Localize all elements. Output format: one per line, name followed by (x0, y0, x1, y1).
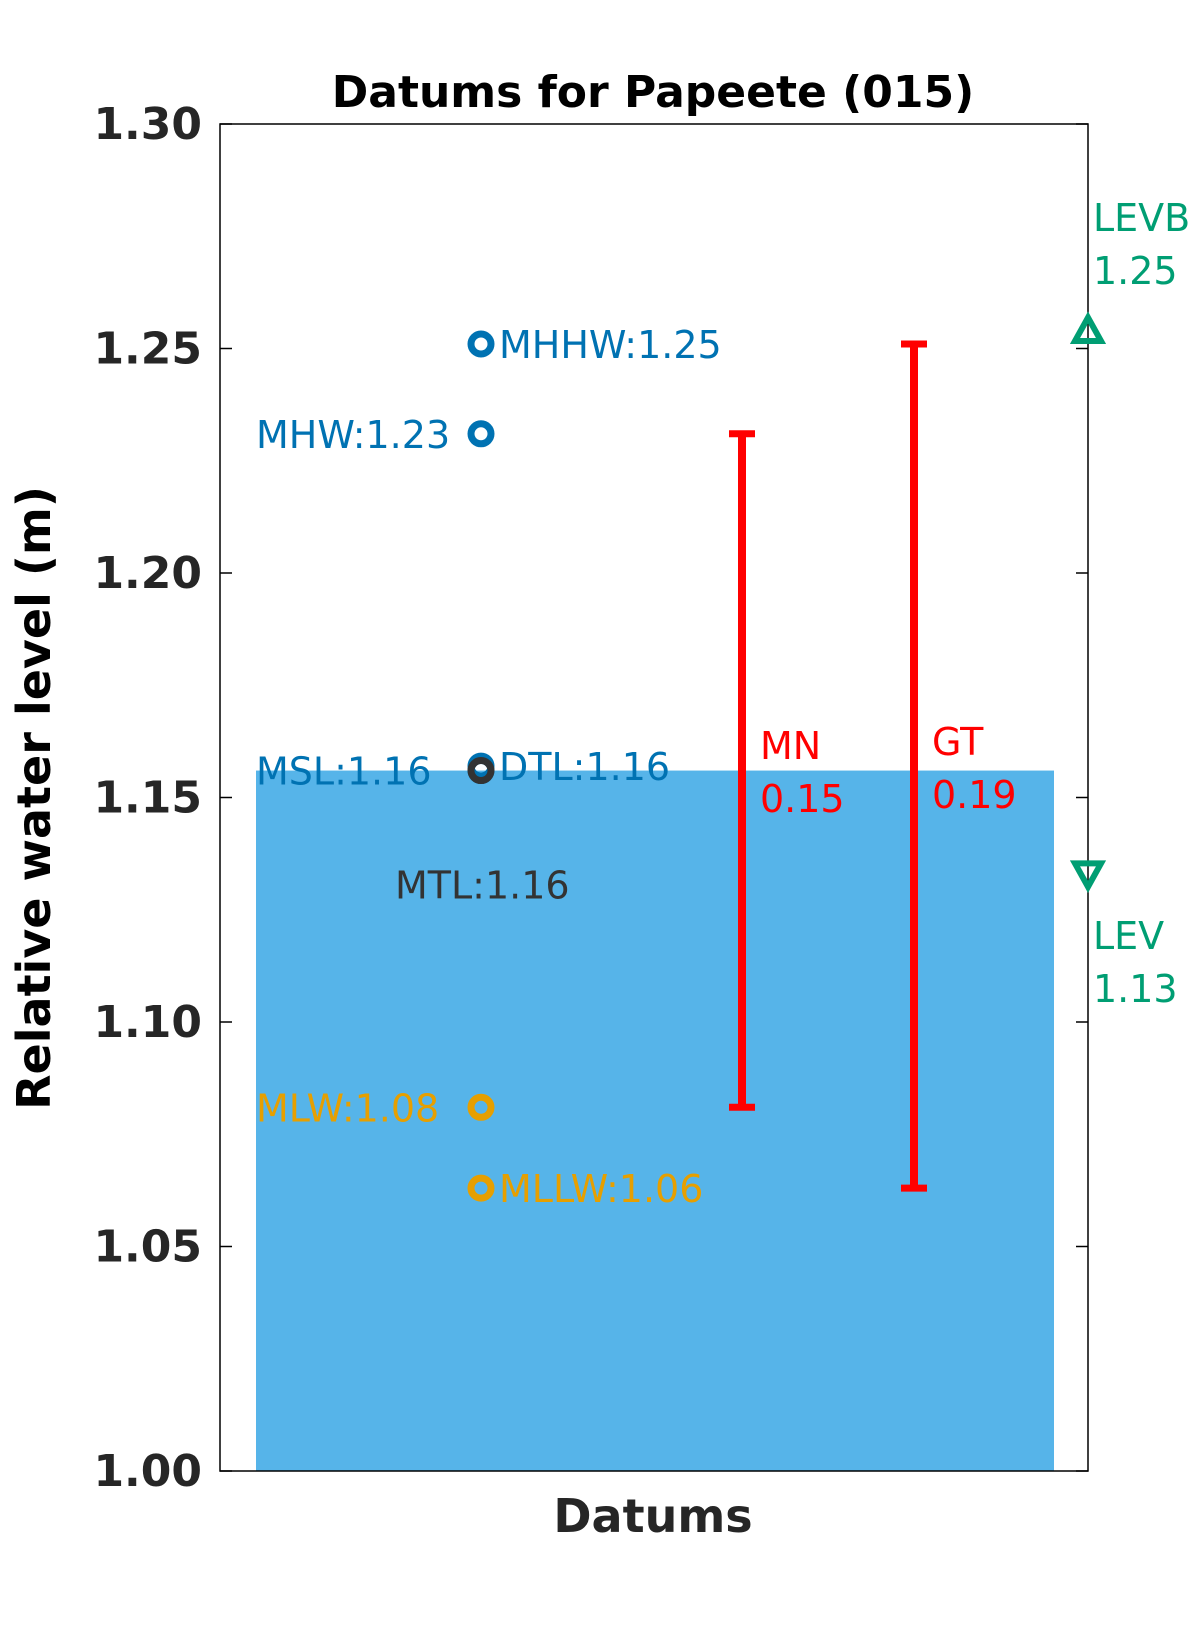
datum-label-mlw: MLW:1.08 (256, 1086, 439, 1130)
range-name-gt: GT (932, 720, 984, 764)
extreme-name-levb: LEVB (1093, 196, 1190, 240)
datum-label-mhhw: MHHW:1.25 (499, 323, 722, 367)
y-axis-label: Relative water level (m) (7, 486, 61, 1110)
datum-marker-mlw (467, 1093, 495, 1121)
y-tick-label-0: 1.00 (93, 1446, 202, 1497)
datum-label-mllw: MLLW:1.06 (499, 1167, 703, 1211)
y-tick-label-3: 1.15 (93, 773, 202, 824)
datum-label-msl: MSL:1.16 (256, 750, 432, 794)
datum-marker-mtl (467, 757, 495, 785)
range-value-mn: 0.15 (760, 777, 845, 821)
x-axis-label: Datums (553, 1489, 752, 1543)
extreme-name-lev: LEV (1093, 914, 1164, 958)
plot-area: 1.00 1.05 1.10 1.15 1.20 1.25 1.30 MHHW:1.25 MHW… (93, 99, 1190, 1497)
datum-marker-mhhw (467, 330, 495, 358)
range-value-gt: 0.19 (932, 773, 1017, 817)
range-name-mn: MN (760, 724, 821, 768)
datum-label-dtl: DTL:1.16 (499, 745, 670, 789)
y-tick-label-5: 1.25 (93, 324, 202, 375)
datum-label-mhw: MHW:1.23 (256, 413, 450, 457)
extreme-value-levb: 1.25 (1093, 249, 1178, 293)
datum-marker-mllw (467, 1174, 495, 1202)
y-tick-label-2: 1.10 (93, 997, 202, 1048)
extreme-value-lev: 1.13 (1093, 967, 1178, 1011)
y-tick-label-1: 1.05 (93, 1222, 202, 1273)
extreme-marker-lev (1069, 860, 1107, 894)
chart-title: Datums for Papeete (015) (332, 67, 975, 118)
extreme-marker-levb (1069, 311, 1107, 344)
water-level-bar (256, 770, 1054, 1471)
datum-label-mtl: MTL:1.16 (395, 864, 570, 908)
y-tick-label-6: 1.30 (93, 99, 202, 150)
datum-marker-mhw (467, 420, 495, 448)
y-tick-label-4: 1.20 (93, 548, 202, 599)
